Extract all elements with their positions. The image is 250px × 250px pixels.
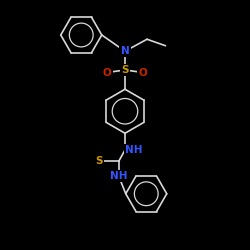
Text: S: S <box>95 156 102 166</box>
Text: O: O <box>138 68 147 78</box>
Text: O: O <box>103 68 112 78</box>
Text: N: N <box>120 46 130 56</box>
Text: NH: NH <box>125 145 142 155</box>
Text: S: S <box>121 65 129 75</box>
Text: NH: NH <box>110 171 128 181</box>
